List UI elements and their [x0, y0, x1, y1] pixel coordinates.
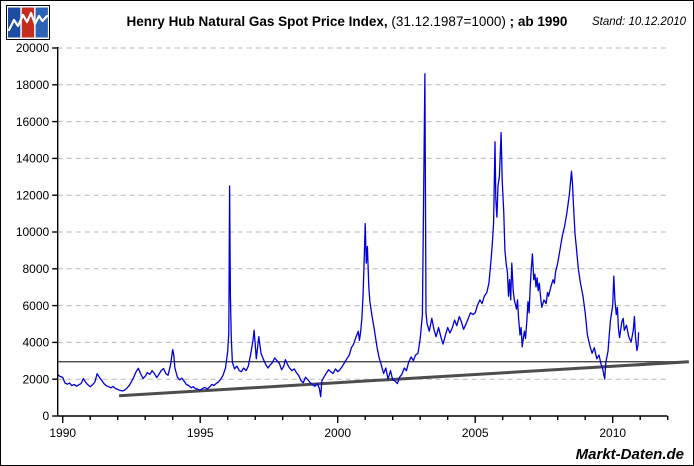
x-tick-label-2010: 2010 — [599, 426, 626, 440]
y-tick-label-8000: 8000 — [22, 262, 49, 276]
y-tick-label-10000: 10000 — [16, 225, 50, 239]
y-tick-label-20000: 20000 — [16, 41, 50, 55]
x-tick-label-1995: 1995 — [187, 426, 214, 440]
y-tick-label-4000: 4000 — [22, 336, 49, 350]
x-tick-label-2000: 2000 — [324, 426, 351, 440]
chart-title-index-base: (31.12.1987=1000) — [391, 14, 506, 29]
markt-daten-logo-icon — [6, 5, 50, 40]
watermark: Markt-Daten.de — [575, 446, 684, 463]
y-tick-label-12000: 12000 — [16, 188, 50, 202]
logo-bar-left — [8, 7, 21, 38]
y-tick-label-18000: 18000 — [16, 78, 50, 92]
y-tick-label-2000: 2000 — [22, 372, 49, 386]
chart-title-main: Henry Hub Natural Gas Spot Price Index, — [126, 14, 388, 29]
y-tick-label-14000: 14000 — [16, 152, 50, 166]
chart-title-suffix: ; ab 1990 — [509, 14, 568, 29]
y-tick-label-16000: 16000 — [16, 115, 50, 129]
x-tick-label-2005: 2005 — [462, 426, 489, 440]
x-tick-label-1990: 1990 — [49, 426, 76, 440]
y-tick-label-6000: 6000 — [22, 299, 49, 313]
logo-zigzag-line — [7, 11, 49, 32]
chart-title: Henry Hub Natural Gas Spot Price Index, … — [1, 14, 693, 29]
y-tick-label-0: 0 — [43, 409, 50, 423]
series-henry-hub-spot-price-index-(daily) — [57, 73, 640, 398]
rising-trend-line — [118, 360, 689, 398]
data-as-of-label: Stand: 10.12.2010 — [592, 16, 686, 28]
